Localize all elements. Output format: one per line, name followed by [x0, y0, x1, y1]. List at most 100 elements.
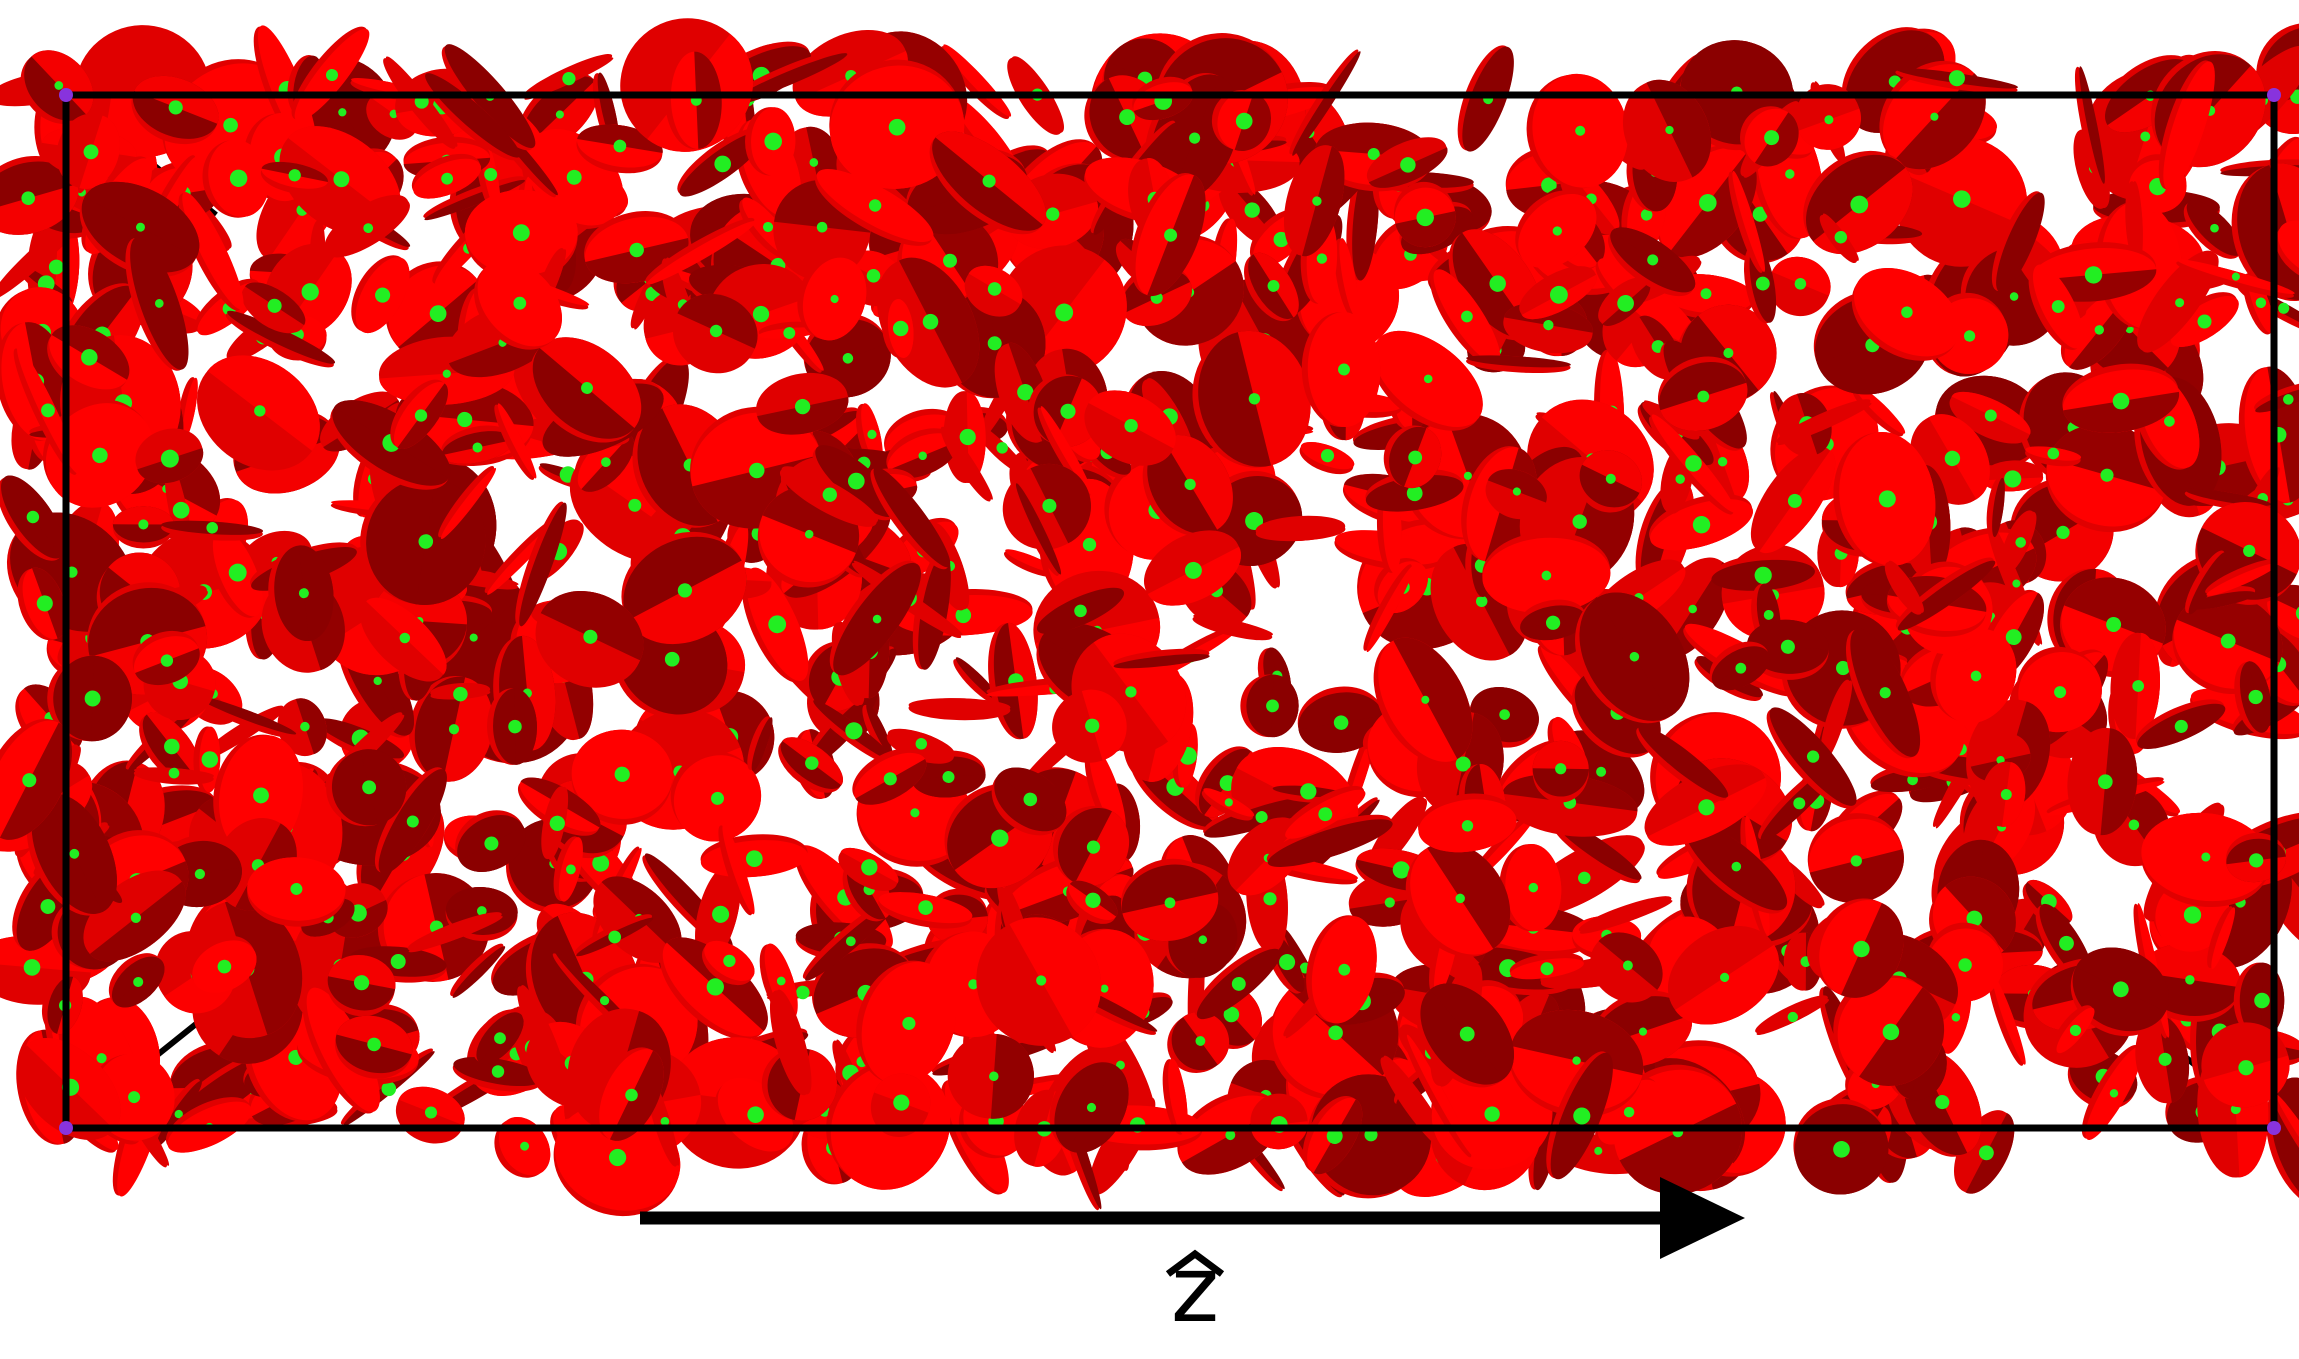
particle-center — [1273, 231, 1289, 248]
particle-center — [809, 158, 819, 167]
disk-particle — [1750, 446, 1836, 554]
particle-center — [613, 139, 627, 153]
particle-center — [1384, 897, 1395, 908]
particle-center — [555, 110, 564, 119]
particle-center — [174, 1109, 183, 1119]
particle-center — [1463, 471, 1472, 480]
disk-particle — [1711, 553, 1815, 591]
particle-center — [1688, 604, 1697, 614]
particle-center — [942, 770, 955, 784]
particle-center — [1541, 177, 1557, 193]
particle-center — [1717, 457, 1728, 467]
particle-center — [955, 607, 972, 624]
particle-center — [512, 224, 530, 242]
particle-center — [991, 829, 1009, 847]
particle-center — [1499, 709, 1510, 720]
particle-center — [381, 1081, 397, 1097]
disk-particle — [1466, 355, 1571, 374]
particle-center — [2109, 1089, 2119, 1098]
particle-center — [1953, 190, 1971, 208]
disk-particle — [494, 1117, 551, 1178]
disk-particle — [940, 44, 1012, 120]
disk-particle — [523, 54, 614, 100]
disk-particle — [2081, 1044, 2143, 1140]
disk-particle — [1240, 674, 1299, 738]
box-corner-marker — [59, 88, 73, 102]
particle-center — [2106, 617, 2122, 632]
particle-center — [2255, 297, 2267, 309]
particle-center — [1754, 566, 1772, 584]
particle-center — [1787, 493, 1802, 508]
disk-half-shade — [2257, 82, 2299, 134]
disk-half-shade — [1123, 281, 1192, 327]
particle-center — [2128, 819, 2140, 831]
particle-center — [601, 457, 611, 467]
particle-center — [48, 259, 64, 275]
particle-center — [2278, 302, 2290, 314]
disk-half-shade — [911, 774, 986, 798]
particle-center — [1596, 766, 1607, 777]
axis-label-z: z — [1170, 1236, 1220, 1343]
disk-half-shade — [225, 900, 303, 1035]
particle-center — [429, 305, 447, 322]
particle-center — [1699, 194, 1717, 212]
particle-center — [23, 959, 41, 976]
particle-center — [373, 676, 382, 686]
particle-center — [301, 283, 319, 301]
disk-face — [1352, 162, 1379, 281]
disk-particle — [408, 675, 494, 782]
disk-particle — [1299, 441, 1355, 475]
disk-half-shade — [1471, 687, 1539, 726]
disk-particle — [2265, 584, 2299, 647]
box-corner-marker — [2267, 88, 2281, 102]
particle-center — [448, 724, 460, 735]
box-corner-marker — [2267, 1121, 2281, 1135]
particle-center — [138, 519, 149, 530]
particle-center — [1978, 1145, 1994, 1161]
particle-center — [1785, 169, 1795, 179]
particle-center — [338, 108, 347, 117]
disk-particle — [452, 1056, 543, 1092]
particle-center — [562, 71, 576, 86]
particle-center — [520, 1141, 530, 1151]
particle-center — [2100, 468, 2114, 482]
box-corner-marker — [59, 1121, 73, 1135]
particle-center — [842, 353, 854, 364]
particle-center — [910, 808, 920, 818]
particle-center — [2283, 394, 2294, 405]
disk-half-shade — [1298, 715, 1384, 753]
particle-center — [1328, 1025, 1343, 1041]
particle-center — [172, 501, 190, 519]
particle-center — [1082, 537, 1097, 552]
particle-center — [592, 854, 610, 872]
particle-center — [1475, 595, 1488, 608]
disk-face — [182, 377, 198, 440]
disk-half-shade — [2064, 577, 2166, 644]
disk-face — [943, 44, 1012, 117]
particle-center — [2290, 89, 2299, 104]
particle-center — [1333, 715, 1349, 730]
disk-half-shade — [2268, 584, 2299, 631]
disk-particle — [1297, 686, 1384, 753]
particle-center — [1119, 109, 1136, 126]
particle-center — [469, 633, 478, 642]
particle-center — [1692, 515, 1711, 534]
particle-center — [1244, 202, 1260, 218]
particle-center — [1223, 1006, 1240, 1023]
particle-center — [796, 985, 810, 1000]
particle-center — [867, 429, 877, 440]
particle-center — [1700, 288, 1712, 300]
particle-center — [491, 1065, 505, 1078]
particle-center — [566, 169, 582, 185]
particle-center — [1116, 1060, 1125, 1070]
particle-center — [1578, 871, 1591, 885]
particle-center — [1675, 474, 1685, 484]
disk-particle — [2183, 200, 2243, 259]
particle-center — [2254, 992, 2270, 1009]
disk-half-shade — [1142, 261, 1244, 346]
particle-center — [1752, 206, 1768, 222]
particle-center — [2210, 223, 2219, 233]
disk-particle — [351, 255, 410, 334]
particle-center — [2056, 525, 2070, 540]
